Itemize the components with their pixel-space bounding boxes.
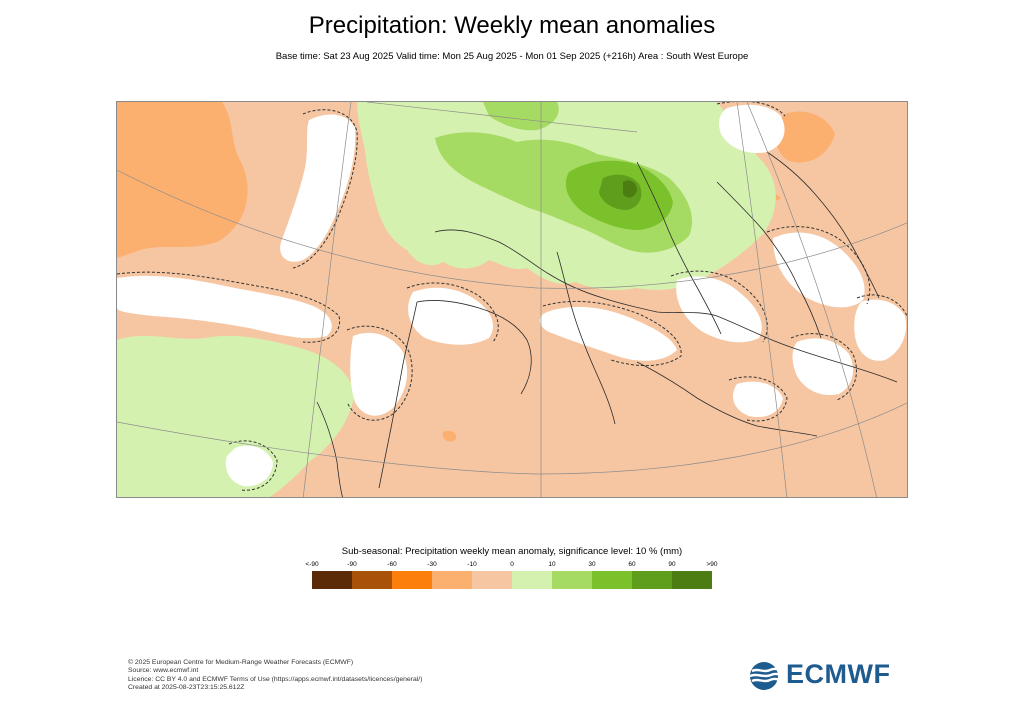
footer-created: Created at 2025-08-23T23:15:25.612Z	[128, 684, 245, 692]
ecmwf-logo-text: ECMWF	[786, 659, 891, 689]
legend-tick-label: 30	[588, 561, 596, 568]
insignificant-area-greece	[854, 299, 907, 361]
legend-swatch	[472, 571, 512, 589]
legend-tick-label: <-90	[305, 561, 319, 568]
legend-title: Sub-seasonal: Precipitation weekly mean …	[341, 546, 683, 557]
legend-swatch	[672, 571, 712, 589]
legend-swatch	[312, 571, 352, 589]
legend-tick-label: -90	[347, 561, 357, 568]
spain-dry-spot	[442, 430, 457, 442]
north-france-moderate-wet	[483, 102, 559, 131]
southwest-atlantic-wet-area	[117, 335, 355, 497]
legend-swatch	[552, 571, 592, 589]
legend-swatch	[632, 571, 672, 589]
legend-tick-label: -60	[387, 561, 397, 568]
coastlines-and-borders	[316, 151, 898, 497]
legend-tick-label: 10	[548, 561, 556, 568]
ecmwf-logo-icon	[749, 662, 784, 690]
map-canvas	[117, 102, 907, 497]
legend-tick-label: 60	[628, 561, 636, 568]
legend-tick-label: 90	[668, 561, 676, 568]
legend-tick-label: 0	[510, 561, 514, 568]
significance-contours	[117, 102, 907, 491]
insignificant-area-canaries	[225, 445, 273, 487]
insignificant-area-north-africa	[733, 381, 783, 418]
legend-swatch	[392, 571, 432, 589]
insignificant-area-mediterranean	[539, 306, 677, 361]
legend-swatch	[512, 571, 552, 589]
page-title: Precipitation: Weekly mean anomalies	[308, 12, 716, 39]
footer-copyright: © 2025 European Centre for Medium-Range …	[128, 659, 354, 666]
insignificant-area-balkans	[773, 232, 865, 308]
alps-extreme-wet	[623, 180, 637, 198]
ecmwf-logo: ECMWF	[748, 659, 900, 692]
legend-color-bar	[312, 571, 712, 589]
insignificant-area-biscay	[280, 114, 356, 262]
footer-licence: Licence: CC BY 4.0 and ECMWF Terms of Us…	[128, 675, 423, 683]
insignificant-area-atlantic-band	[117, 275, 332, 339]
insignificant-area-east-europe	[719, 104, 785, 154]
legend-tick-label: -30	[427, 561, 437, 568]
page-subtitle: Base time: Sat 23 Aug 2025 Valid time: M…	[275, 51, 749, 62]
legend-ticks: <-90 -90 -60 -30 -10 0 10 30 60 90 >90	[305, 561, 717, 571]
legend-swatch	[432, 571, 472, 589]
map-graticule	[117, 102, 907, 497]
atlantic-dry-patch	[117, 102, 248, 258]
legend-swatch	[592, 571, 632, 589]
insignificant-area-iberia-west	[350, 332, 408, 416]
legend-tick-label: >90	[706, 561, 718, 568]
precipitation-anomaly-map[interactable]	[116, 101, 908, 498]
balkan-dry-patch	[775, 111, 835, 163]
footer-credits: © 2025 European Centre for Medium-Range …	[128, 659, 422, 693]
legend-swatch	[352, 571, 392, 589]
footer-source: Source: www.ecmwf.int	[128, 667, 199, 675]
legend-tick-label: -10	[467, 561, 477, 568]
insignificant-area-iberia-north	[408, 287, 494, 345]
